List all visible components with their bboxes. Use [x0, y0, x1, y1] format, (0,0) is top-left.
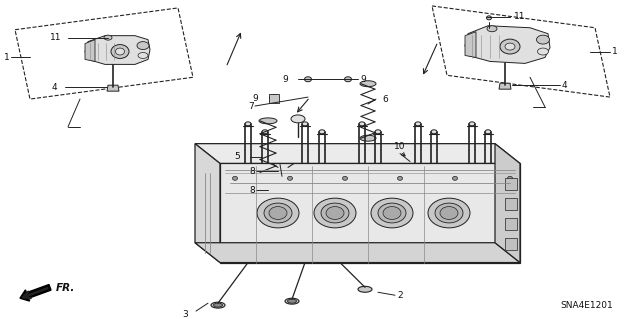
Ellipse shape — [321, 203, 349, 223]
Ellipse shape — [285, 298, 299, 304]
Ellipse shape — [383, 207, 401, 219]
Polygon shape — [85, 36, 150, 64]
Text: 6: 6 — [382, 94, 388, 104]
Ellipse shape — [214, 303, 223, 307]
Text: 2: 2 — [397, 291, 403, 300]
Text: 11: 11 — [50, 33, 61, 42]
Ellipse shape — [342, 176, 348, 180]
Text: 1: 1 — [612, 47, 618, 56]
Ellipse shape — [138, 53, 148, 58]
Bar — [505, 238, 517, 250]
Ellipse shape — [314, 198, 356, 228]
Text: 5: 5 — [234, 152, 240, 161]
Ellipse shape — [360, 135, 376, 141]
Ellipse shape — [257, 198, 299, 228]
Ellipse shape — [538, 48, 548, 55]
FancyArrow shape — [20, 285, 51, 301]
Ellipse shape — [428, 198, 470, 228]
Ellipse shape — [305, 77, 312, 82]
Ellipse shape — [326, 207, 344, 219]
Text: 11: 11 — [514, 12, 525, 21]
Text: 4: 4 — [562, 81, 568, 90]
Ellipse shape — [452, 176, 458, 180]
Ellipse shape — [245, 122, 251, 126]
Ellipse shape — [319, 130, 325, 134]
Ellipse shape — [486, 16, 492, 20]
Ellipse shape — [269, 185, 285, 195]
Ellipse shape — [505, 43, 515, 50]
Ellipse shape — [375, 130, 381, 134]
Polygon shape — [465, 32, 476, 57]
Ellipse shape — [359, 122, 365, 126]
Polygon shape — [195, 144, 520, 163]
Polygon shape — [85, 40, 95, 62]
Ellipse shape — [415, 122, 421, 126]
Polygon shape — [465, 26, 550, 63]
Text: 8: 8 — [249, 167, 255, 176]
Ellipse shape — [469, 122, 475, 126]
Text: 3: 3 — [182, 309, 188, 319]
Ellipse shape — [276, 167, 290, 176]
Ellipse shape — [232, 176, 237, 180]
Ellipse shape — [211, 302, 225, 308]
Ellipse shape — [500, 39, 520, 54]
Text: 9: 9 — [282, 75, 288, 84]
Ellipse shape — [360, 81, 376, 87]
Ellipse shape — [115, 48, 125, 55]
Ellipse shape — [111, 45, 129, 58]
Text: FR.: FR. — [56, 283, 76, 293]
Ellipse shape — [259, 118, 277, 124]
Ellipse shape — [302, 122, 308, 126]
Ellipse shape — [536, 35, 550, 44]
Ellipse shape — [344, 77, 351, 82]
Text: 4: 4 — [52, 83, 58, 92]
Polygon shape — [195, 144, 220, 263]
Ellipse shape — [358, 286, 372, 292]
Ellipse shape — [287, 176, 292, 180]
Ellipse shape — [431, 130, 437, 134]
Bar — [505, 218, 517, 230]
Ellipse shape — [291, 115, 305, 123]
Text: 7: 7 — [248, 101, 254, 110]
Ellipse shape — [487, 26, 497, 32]
Polygon shape — [495, 144, 520, 263]
Ellipse shape — [104, 35, 112, 40]
Bar — [269, 94, 279, 103]
Text: 8: 8 — [249, 186, 255, 195]
Ellipse shape — [269, 207, 287, 219]
Ellipse shape — [440, 207, 458, 219]
Text: 1: 1 — [4, 53, 10, 62]
Ellipse shape — [397, 176, 403, 180]
Ellipse shape — [378, 203, 406, 223]
Ellipse shape — [269, 95, 278, 101]
Ellipse shape — [137, 41, 149, 49]
Ellipse shape — [264, 203, 292, 223]
Text: 9: 9 — [252, 93, 258, 103]
Ellipse shape — [371, 198, 413, 228]
Polygon shape — [220, 163, 520, 263]
Bar — [505, 178, 517, 190]
Ellipse shape — [508, 176, 513, 180]
Ellipse shape — [485, 130, 491, 134]
Polygon shape — [195, 243, 520, 263]
Bar — [505, 198, 517, 210]
Polygon shape — [499, 83, 511, 89]
Text: 10: 10 — [394, 142, 406, 151]
Ellipse shape — [435, 203, 463, 223]
Ellipse shape — [262, 130, 268, 134]
Ellipse shape — [259, 169, 277, 175]
Polygon shape — [107, 85, 119, 91]
Ellipse shape — [287, 299, 296, 303]
Text: SNA4E1201: SNA4E1201 — [560, 300, 612, 310]
Text: 9: 9 — [360, 75, 365, 84]
